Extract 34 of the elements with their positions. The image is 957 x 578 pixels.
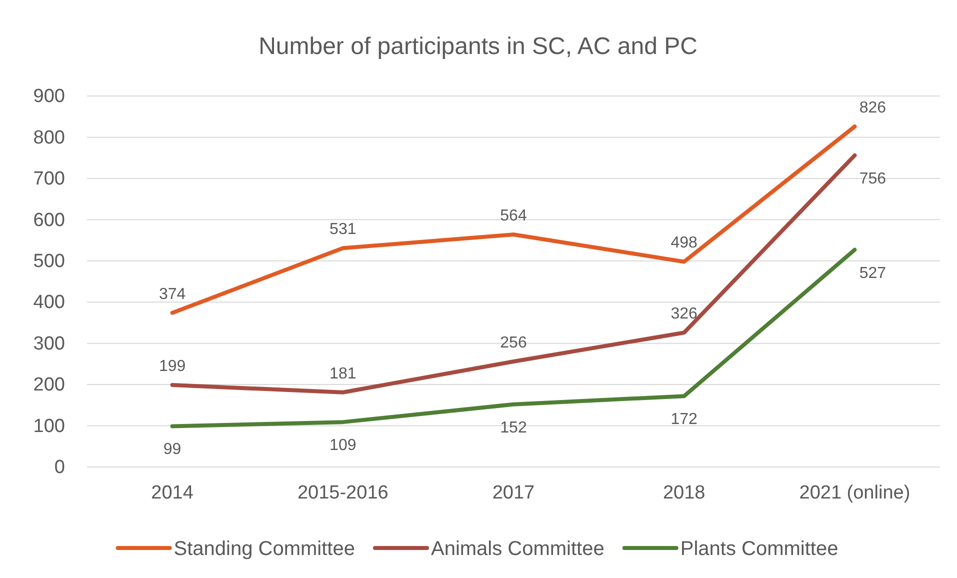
data-label: 498: [670, 234, 698, 252]
data-label: 199: [158, 358, 186, 375]
data-label: 326: [670, 306, 698, 323]
data-label: 527: [859, 264, 886, 282]
data-label: 152: [500, 419, 527, 436]
data-label: 256: [500, 334, 527, 352]
y-tick-label: 800: [33, 127, 65, 148]
y-tick-label: 500: [33, 250, 65, 272]
y-tick-label: 0: [54, 457, 65, 478]
data-label: 531: [330, 221, 356, 238]
x-tick-label: 2014: [151, 482, 194, 504]
x-tick-label: 2021 (online): [799, 482, 910, 504]
chart-title: Number of participants in SC, AC and PC: [258, 33, 698, 60]
x-tick-label: 2017: [492, 482, 535, 504]
data-label: 99: [163, 441, 182, 458]
y-tick-label: 600: [33, 210, 65, 231]
legend-label: Standing Committee: [174, 538, 355, 560]
data-label: 109: [330, 437, 356, 454]
data-label: 826: [859, 100, 886, 117]
data-label: 564: [500, 208, 527, 225]
data-label: 756: [859, 170, 886, 188]
legend-label: Plants Committee: [680, 538, 838, 560]
x-tick-label: 2018: [662, 482, 706, 504]
y-tick-label: 400: [33, 292, 65, 314]
y-tick-label: 300: [33, 333, 65, 354]
data-label: 374: [158, 286, 186, 303]
x-tick-label: 2015-2016: [297, 482, 388, 504]
y-tick-label: 700: [33, 168, 65, 190]
y-tick-label: 100: [33, 416, 65, 437]
y-tick-label: 200: [33, 374, 65, 396]
data-label: 172: [670, 411, 698, 428]
legend-label: Animals Committee: [430, 538, 604, 560]
data-label: 181: [330, 365, 356, 382]
y-tick-label: 900: [33, 86, 65, 108]
